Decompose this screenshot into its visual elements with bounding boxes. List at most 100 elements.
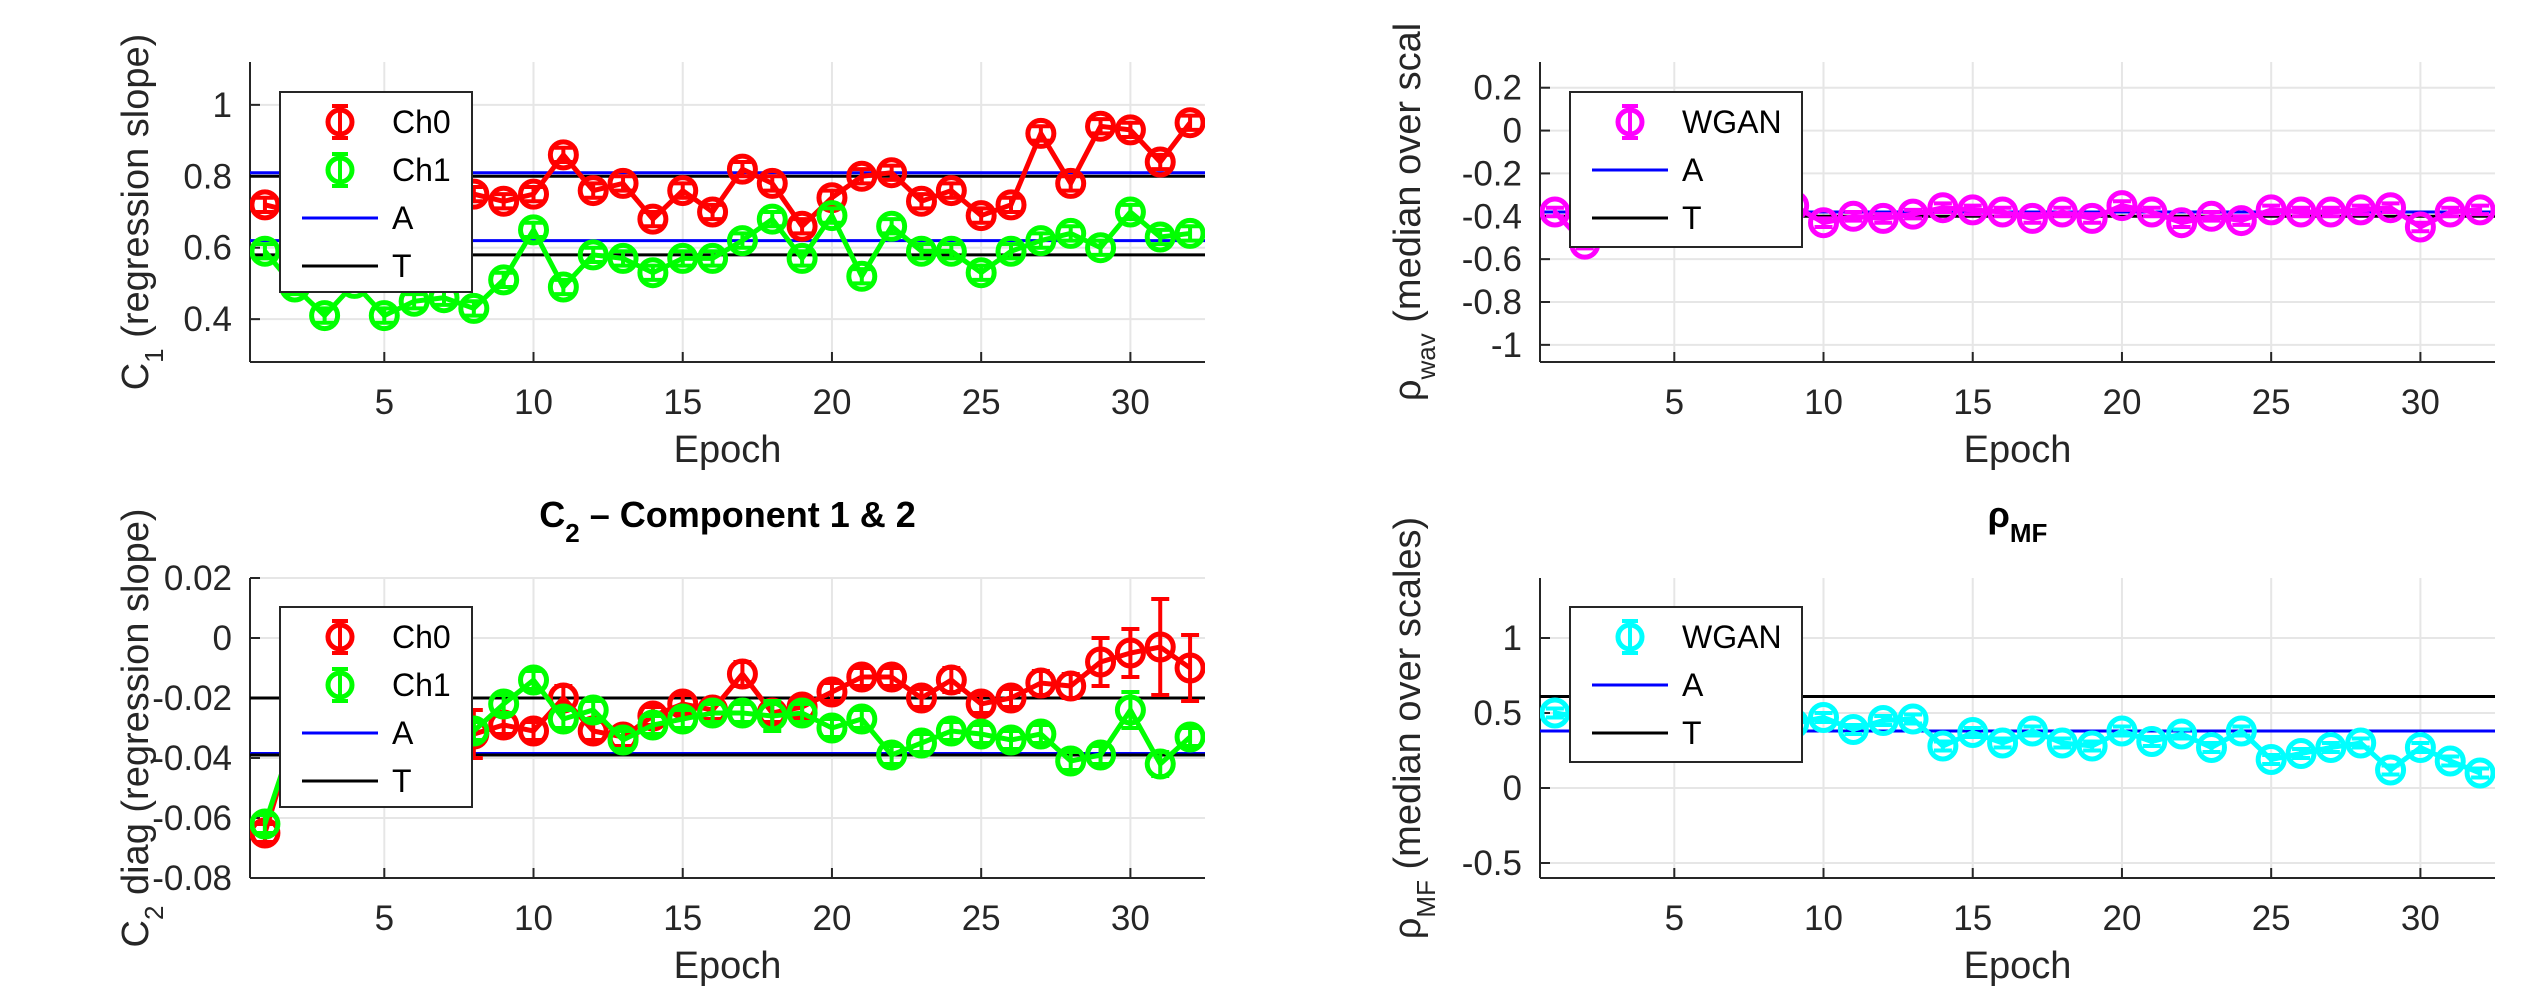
data-point [488,688,520,720]
y-tick-label: 0.6 [183,229,232,268]
data-point [846,661,878,693]
data-point [1114,114,1146,146]
data-point [1144,146,1176,178]
data-point [488,185,520,217]
y-tick-label: 0 [213,619,232,658]
x-tick-label: 25 [962,899,1001,938]
legend-marker [325,670,355,700]
data-point [368,300,400,332]
data-point [726,658,758,690]
data-point [2076,730,2108,762]
x-axis-label: Epoch [674,429,782,471]
data-point [2225,715,2257,747]
y-tick-label: -0.06 [152,799,232,838]
data-point [2345,727,2377,759]
data-point [1174,652,1205,684]
x-tick-label: 20 [2102,383,2141,422]
data-point [905,727,937,759]
legend-label: WGAN [1682,104,1782,140]
y-tick-label: -0.5 [1462,844,1522,883]
data-point [2195,200,2227,232]
data-point [965,718,997,750]
data-point [2106,190,2138,222]
data-point [577,694,609,726]
data-point [786,210,818,242]
data-point [2464,194,2495,226]
x-axis-label: Epoch [1964,945,2072,987]
data-point [1897,198,1929,230]
data-point [607,167,639,199]
y-tick-label: 1 [213,86,232,125]
data-point [697,697,729,729]
y-tick-label: -0.02 [152,679,232,718]
data-point [1144,631,1176,663]
legend-marker [325,155,355,185]
x-tick-label: 30 [1111,383,1150,422]
data-point [2166,207,2198,239]
chart-panel-4: 5 10 15 20 25 30 -0.5 0 0.5 1 Epoch ρMF (median ove… [1387,494,2495,987]
data-point [1837,200,1869,232]
legend-box [279,91,473,293]
data-point [816,676,848,708]
legend-label: A [1682,667,1704,703]
x-tick-label: 30 [1111,899,1150,938]
data-point [607,242,639,274]
data-point [2016,715,2048,747]
data-point [1174,217,1205,249]
y-axis-label: C1 (regression slope) [115,34,169,391]
chart-title: C2 – Component 1 & 2 [539,494,916,548]
data-point [1927,730,1959,762]
plot-area [1540,695,2495,789]
y-tick-label: 0.4 [183,300,232,339]
data-point [309,300,341,332]
x-tick-label: 30 [2401,383,2440,422]
legend: Ch0 Ch1 AT [279,606,473,808]
legend-label: Ch1 [392,152,451,188]
data-point [965,688,997,720]
data-point [995,189,1027,221]
y-tick-label: -0.4 [1462,197,1522,236]
data-point [667,175,699,207]
x-tick-label: 10 [1804,899,1843,938]
data-point [1055,217,1087,249]
x-tick-label: 15 [1953,899,1992,938]
data-point [995,724,1027,756]
y-tick-label: -0.2 [1462,154,1522,193]
data-point [2166,718,2198,750]
data-point [2345,194,2377,226]
data-point [1174,107,1205,139]
data-point [637,709,669,741]
x-tick-label: 15 [663,383,702,422]
x-tick-label: 5 [375,899,394,938]
y-tick-label: 0.5 [1473,694,1522,733]
data-point [577,175,609,207]
data-point [667,242,699,274]
data-point [1055,745,1087,777]
data-point [667,703,699,735]
legend-label: T [392,248,412,284]
x-tick-label: 30 [2401,899,2440,938]
series-line [263,208,1191,320]
x-tick-label: 20 [812,383,851,422]
data-point [876,210,908,242]
data-point [518,214,550,246]
data-point [2404,211,2436,243]
y-axis-label: ρwav (median over scal [1387,23,1441,401]
data-point [935,175,967,207]
y-axis-label: C2 diag (regression slope) [115,508,169,947]
data-point [637,257,669,289]
data-point [2434,745,2466,777]
data-point [1055,670,1087,702]
data-point [2375,192,2407,224]
data-point [965,257,997,289]
data-point [846,703,878,735]
data-point [846,260,878,292]
legend-marker [325,622,355,652]
data-point [786,697,818,729]
data-point [250,235,281,267]
x-tick-label: 25 [2252,899,2291,938]
data-point [2464,757,2495,789]
data-point [965,200,997,232]
data-point [2136,726,2168,757]
